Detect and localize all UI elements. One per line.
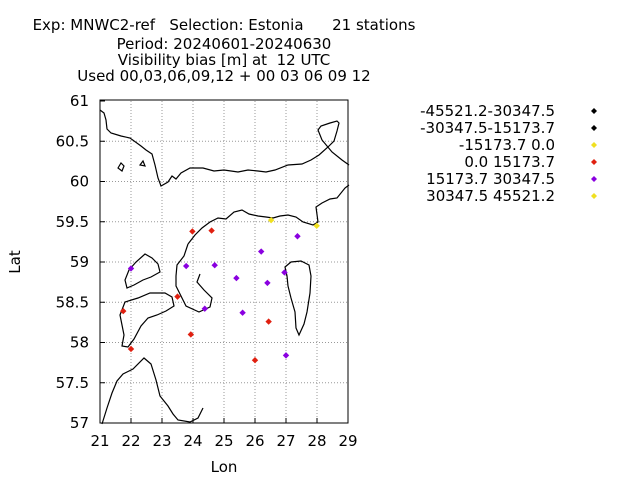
station-point <box>239 309 246 316</box>
title-line-4: Used 00,03,06,09,12 + 00 03 06 09 12 <box>77 67 371 85</box>
coastline-north-islet-2 <box>138 159 146 167</box>
station-point <box>282 352 290 359</box>
legend-marker <box>591 142 597 148</box>
x-tick-label: 22 <box>121 432 140 450</box>
legend-label: -45521.2-30347.5 <box>420 102 555 120</box>
station-points <box>120 216 320 364</box>
legend-label: 0.0 15173.7 <box>464 153 555 171</box>
x-tick-label: 21 <box>90 432 109 450</box>
title-line-2: Period: 20240601-20240630 <box>116 35 332 53</box>
coastline-hiiumaa <box>124 253 161 289</box>
legend-marker <box>591 125 597 131</box>
station-point <box>187 331 195 338</box>
legend-marker <box>591 159 597 165</box>
title-line-3: Visibility bias [m] at 12 UTC <box>117 51 331 69</box>
y-tick-label: 57 <box>70 414 89 432</box>
coastline-north <box>99 109 350 187</box>
coastline <box>99 109 350 425</box>
station-point <box>120 307 127 315</box>
y-tick-label: 59.5 <box>56 213 89 231</box>
station-point <box>127 345 135 353</box>
x-tick-label: 23 <box>152 432 171 450</box>
coastline-latvia <box>101 357 204 425</box>
station-point <box>127 265 135 272</box>
station-point <box>201 305 208 312</box>
legend-label: 30347.5 45521.2 <box>426 187 555 205</box>
legend-marker <box>591 193 597 199</box>
x-tick-label: 27 <box>276 432 295 450</box>
station-point <box>294 233 301 240</box>
x-axis-label: Lon <box>211 458 238 476</box>
station-point <box>313 222 320 229</box>
coastline-estonia-north <box>187 184 350 245</box>
station-point <box>251 357 259 364</box>
title-line-1: Exp: MNWC2-ref Selection: Estonia 21 sta… <box>32 16 416 34</box>
legend-label: -15173.7 0.0 <box>459 136 555 154</box>
legend-marker <box>591 108 597 114</box>
y-tick-label: 58.5 <box>56 293 89 311</box>
y-tick-label: 61 <box>70 92 89 110</box>
station-point <box>267 216 275 224</box>
coastline-saaremaa <box>119 292 175 348</box>
y-tick-label: 60.5 <box>56 132 89 150</box>
station-point <box>182 262 190 270</box>
station-point <box>233 274 240 282</box>
x-tick-label: 25 <box>214 432 233 450</box>
station-point <box>208 227 215 234</box>
y-tick-label: 60 <box>70 173 89 191</box>
y-tick-label: 57.5 <box>56 374 89 392</box>
legend-label: 15173.7 30347.5 <box>426 170 555 188</box>
coastline-north-islet <box>117 162 125 172</box>
x-tick-label: 28 <box>307 432 326 450</box>
lake-peipus <box>284 260 312 337</box>
station-point <box>264 279 271 287</box>
x-tick-label: 24 <box>183 432 202 450</box>
x-tick-label: 29 <box>338 432 357 450</box>
station-point <box>189 228 196 235</box>
grid <box>100 101 348 423</box>
legend: -45521.2-30347.5-30347.5-15173.7-15173.7… <box>420 102 597 205</box>
legend-marker <box>591 176 597 182</box>
station-point <box>265 318 272 325</box>
y-tick-label: 58 <box>70 334 89 352</box>
y-axis-label: Lat <box>6 250 24 274</box>
station-point <box>258 248 265 255</box>
x-tick-label: 26 <box>245 432 264 450</box>
axis-ticks: 21 22 23 24 25 26 27 28 29 57 57.5 58 58.5 59 59.5 60 60… <box>56 92 358 450</box>
legend-label: -30347.5-15173.7 <box>420 119 555 137</box>
station-point <box>281 269 288 276</box>
station-point <box>174 293 181 300</box>
y-tick-label: 59 <box>70 253 89 271</box>
station-point <box>211 262 218 269</box>
coastline-estonia-west <box>175 243 213 313</box>
